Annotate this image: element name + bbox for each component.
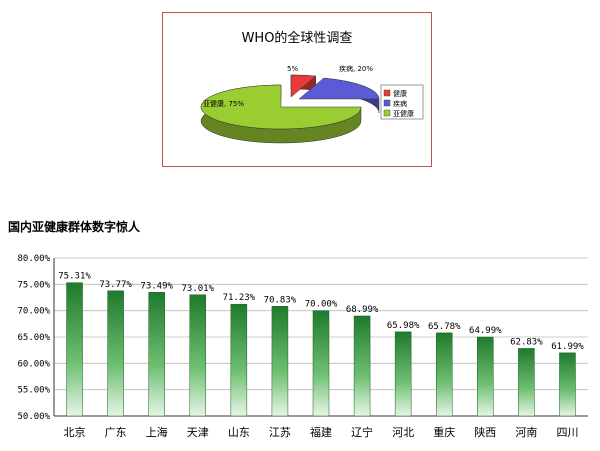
bar-category-label-13: 四川 xyxy=(556,426,578,439)
bar-value-label-2: 73.77% xyxy=(99,280,132,290)
bar-1 xyxy=(66,282,83,417)
pie-chart-title: WHO的全球性调查 xyxy=(241,31,353,46)
bar-chart: 50.00% 55.00% 60.00% 65.00% 70.00% 75.00% 80.0… xyxy=(17,254,588,439)
bar-value-label-6: 70.83% xyxy=(264,295,297,305)
bar-category-label-7: 福建 xyxy=(310,425,332,439)
bar-category-label-8: 辽宁 xyxy=(351,425,373,439)
bar-y-tick-label: 70.00% xyxy=(17,307,50,317)
bar-7 xyxy=(312,310,330,417)
pie-legend-swatch-3 xyxy=(383,109,391,117)
bar-4 xyxy=(189,294,207,417)
bar-value-label-10: 65.78% xyxy=(428,322,461,332)
pie-legend-swatch-2 xyxy=(383,99,391,107)
bar-category-label-2: 广东 xyxy=(105,426,127,439)
bar-y-tick-label: 50.00% xyxy=(17,412,50,422)
bar-value-label-4: 73.01% xyxy=(182,284,215,294)
bar-value-label-8: 68.99% xyxy=(346,305,379,315)
bar-y-tick-label: 80.00% xyxy=(17,254,50,264)
bar-category-label-6: 江苏 xyxy=(269,426,291,439)
bar-2 xyxy=(107,290,124,417)
pie-legend-swatch-1 xyxy=(383,89,391,97)
pie-legend-label-3: 亚健康 xyxy=(393,109,414,118)
pie-slice-3 xyxy=(200,84,362,130)
pie-slice-label-1: 5% xyxy=(287,65,298,73)
bar-category-label-9: 河北 xyxy=(392,426,414,439)
bar-y-tick-label: 75.00% xyxy=(17,280,50,290)
bar-12 xyxy=(518,348,535,417)
pie-legend-label-2: 疾病 xyxy=(393,99,407,108)
bar-y-tick-label: 60.00% xyxy=(17,359,50,369)
bar-10 xyxy=(435,332,453,417)
pie-slice-label-3: 亚健康, 75% xyxy=(203,99,244,108)
bar-category-label-1: 北京 xyxy=(64,425,86,439)
bar-category-label-12: 河南 xyxy=(515,426,537,439)
bar-chart-title: 国内亚健康群体数字惊人 xyxy=(8,220,141,234)
pie-slice-label-2: 疾病, 20% xyxy=(339,64,373,73)
bar-6 xyxy=(271,306,289,417)
bar-8 xyxy=(353,315,371,417)
bar-y-tick-label: 65.00% xyxy=(17,333,50,343)
bar-category-label-5: 山东 xyxy=(228,426,250,439)
bar-category-label-10: 重庆 xyxy=(433,425,455,439)
bar-category-label-11: 陕西 xyxy=(474,425,496,439)
bar-9 xyxy=(394,331,412,417)
bar-value-label-9: 65.98% xyxy=(387,321,420,331)
bar-value-label-11: 64.99% xyxy=(469,326,502,336)
bar-13 xyxy=(559,352,576,417)
bar-category-label-3: 上海 xyxy=(146,425,168,439)
bar-value-label-1: 75.31% xyxy=(58,272,91,282)
pie-legend-label-1: 健康 xyxy=(393,89,407,98)
pie-slice-2 xyxy=(298,77,380,100)
pie-slice-1 xyxy=(290,74,317,98)
bar-value-label-12: 62.83% xyxy=(510,337,543,347)
bar-category-label-4: 天津 xyxy=(187,426,209,439)
bar-y-tick-label: 55.00% xyxy=(17,386,50,396)
bar-5 xyxy=(230,303,248,417)
bar-11 xyxy=(477,336,494,417)
bar-value-label-5: 71.23% xyxy=(223,293,256,303)
bar-3 xyxy=(148,292,165,417)
bar-value-label-3: 73.49% xyxy=(140,281,173,291)
pie-chart-frame: WHO的全球性调查 5% 疾病, 20% 亚健康, 75% 健康 疾病 亚健康 xyxy=(162,12,432,167)
bar-value-label-7: 70.00% xyxy=(305,300,338,310)
bar-value-label-13: 61.99% xyxy=(551,342,584,352)
